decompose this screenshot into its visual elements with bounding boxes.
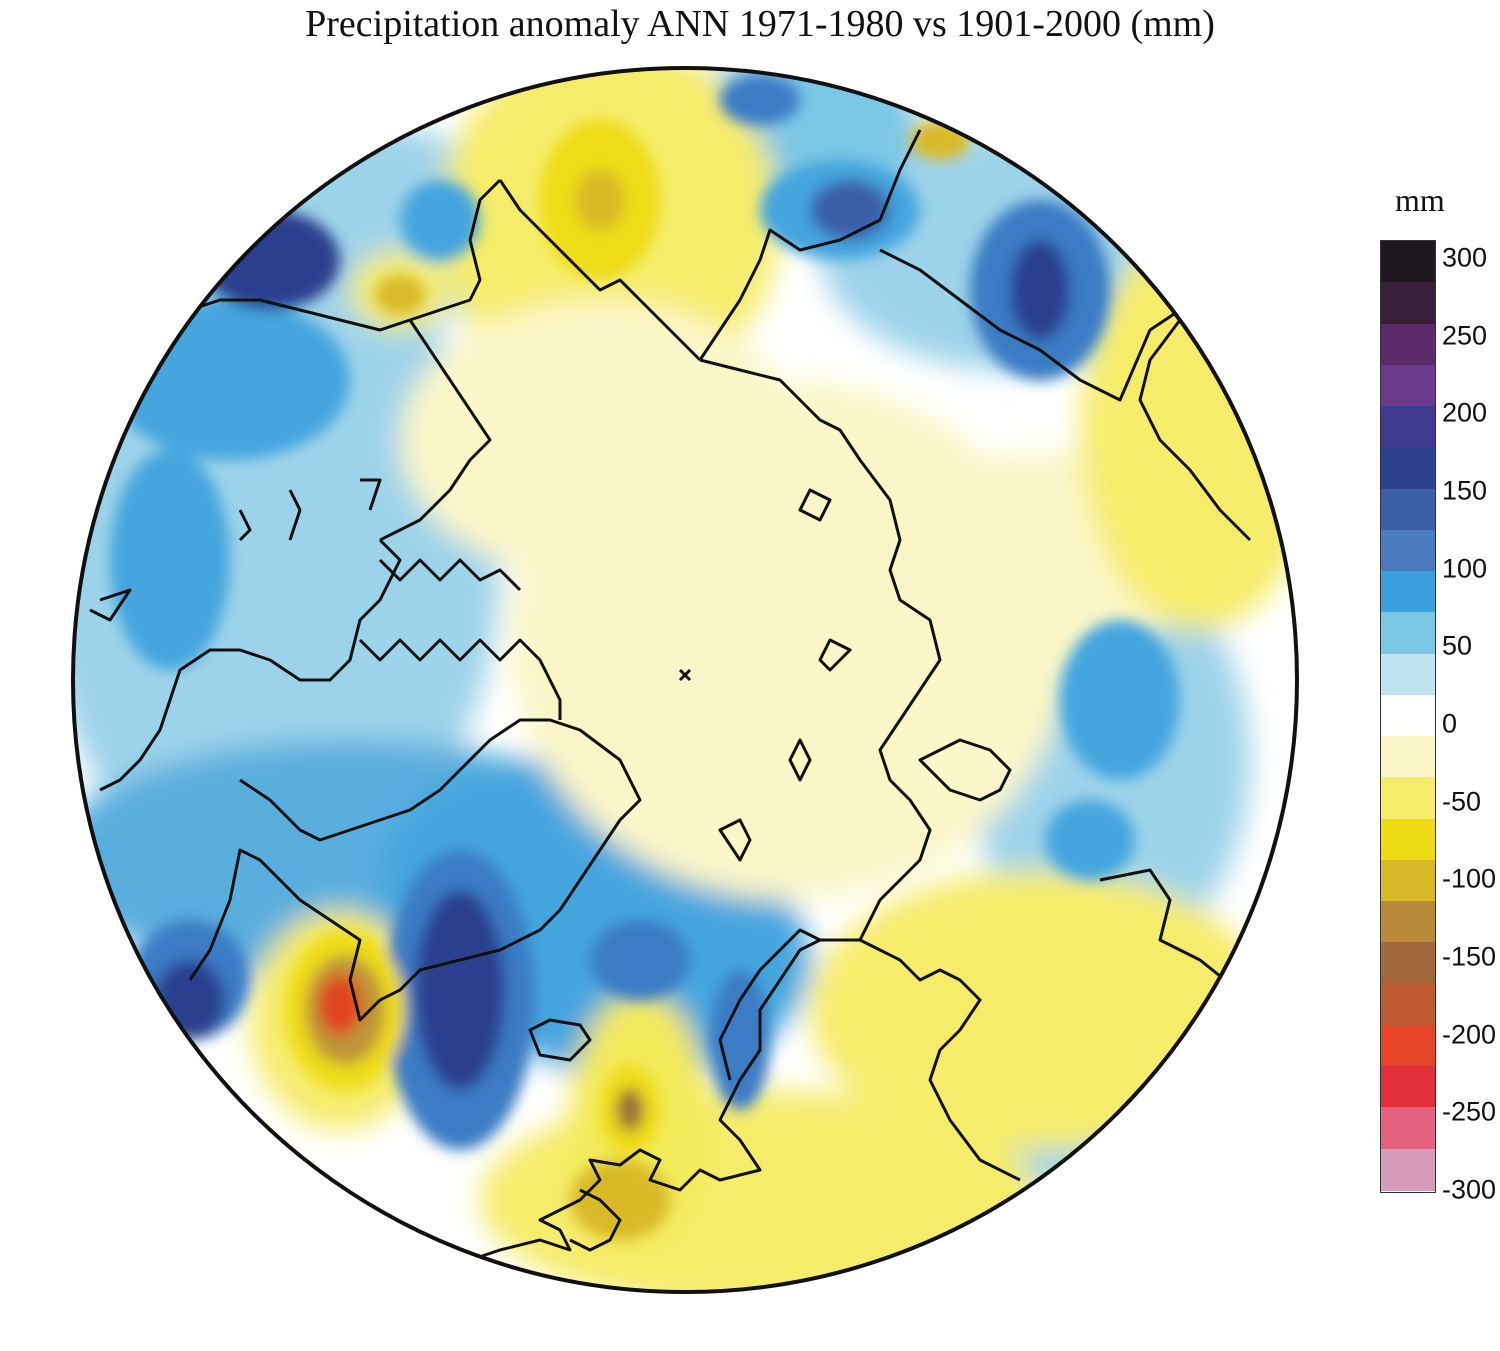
colorbar-tick-label: -100 <box>1442 863 1497 894</box>
colorbar-band <box>1381 736 1435 778</box>
colorbar-band <box>1381 364 1435 407</box>
colorbar-tick-label: 100 <box>1442 553 1488 584</box>
colorbar-band <box>1381 983 1435 1026</box>
colorbar-band <box>1381 447 1435 490</box>
colorbar-band <box>1381 571 1435 613</box>
colorbar-band <box>1381 488 1435 531</box>
colorbar-tick-label: -200 <box>1442 1019 1497 1050</box>
colorbar-band <box>1381 323 1435 366</box>
colorbar-tick-label: 0 <box>1442 708 1458 739</box>
colorbar-band <box>1381 1148 1435 1191</box>
colorbar-tick-label: 150 <box>1442 475 1488 506</box>
colorbar-tick-label: 300 <box>1442 242 1488 273</box>
colorbar-band <box>1381 653 1435 696</box>
colorbar-band <box>1381 1066 1435 1109</box>
polar-precipitation-map <box>71 66 1299 1294</box>
colorbar-band <box>1381 694 1435 737</box>
colorbar-band <box>1381 529 1435 572</box>
colorbar-band <box>1381 777 1435 820</box>
colorbar-band <box>1381 818 1435 861</box>
colorbar-tick-label: 50 <box>1442 630 1473 661</box>
colorbar-band <box>1381 859 1435 902</box>
colorbar-tick-label: -300 <box>1442 1174 1497 1205</box>
colorbar-band <box>1381 942 1435 985</box>
colorbar-tick-label: -250 <box>1442 1096 1497 1127</box>
colorbar-band <box>1381 901 1435 944</box>
colorbar-ticks: 300 250 200 150 100 50 0 -50 -100 -150 -200 -250 -30… <box>1442 0 1500 1351</box>
colorbar-tick-label: 250 <box>1442 320 1488 351</box>
colorbar-band <box>1381 1024 1435 1067</box>
anomaly-field <box>73 68 1297 1292</box>
coastlines <box>89 129 1252 1292</box>
colorbar <box>1380 240 1436 1193</box>
map-title: Precipitation anomaly ANN 1971-1980 vs 1… <box>305 3 1215 45</box>
colorbar-band <box>1381 406 1435 448</box>
colorbar-unit-label: mm <box>1395 182 1445 218</box>
colorbar-tick-label: -150 <box>1442 941 1497 972</box>
colorbar-band <box>1381 1107 1435 1150</box>
colorbar-band <box>1381 241 1435 283</box>
colorbar-band <box>1381 612 1435 655</box>
colorbar-band <box>1381 282 1435 325</box>
colorbar-tick-label: -50 <box>1442 786 1482 817</box>
colorbar-tick-label: 200 <box>1442 397 1488 428</box>
map-boundary-circle <box>71 66 1299 1294</box>
